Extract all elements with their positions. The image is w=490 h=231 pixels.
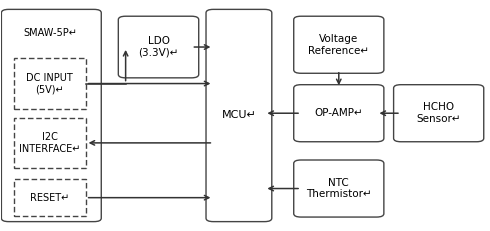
FancyBboxPatch shape [14, 179, 86, 216]
Text: SMAW-5P↵: SMAW-5P↵ [23, 28, 77, 38]
FancyBboxPatch shape [294, 16, 384, 73]
Text: Voltage
Reference↵: Voltage Reference↵ [308, 34, 369, 55]
Text: LDO
(3.3V)↵: LDO (3.3V)↵ [138, 36, 179, 58]
Text: RESET↵: RESET↵ [30, 193, 69, 203]
Text: OP-AMP↵: OP-AMP↵ [315, 108, 363, 118]
FancyBboxPatch shape [14, 58, 86, 109]
Text: HCHO
Sensor↵: HCHO Sensor↵ [416, 102, 461, 124]
FancyBboxPatch shape [1, 9, 101, 222]
Text: DC INPUT
(5V)↵: DC INPUT (5V)↵ [26, 73, 73, 94]
Text: I2C
INTERFACE↵: I2C INTERFACE↵ [19, 132, 80, 154]
FancyBboxPatch shape [206, 9, 272, 222]
FancyBboxPatch shape [393, 85, 484, 142]
Text: MCU↵: MCU↵ [221, 110, 256, 121]
FancyBboxPatch shape [294, 85, 384, 142]
FancyBboxPatch shape [294, 160, 384, 217]
FancyBboxPatch shape [14, 118, 86, 168]
FancyBboxPatch shape [118, 16, 199, 78]
Text: NTC
Thermistor↵: NTC Thermistor↵ [306, 178, 372, 199]
